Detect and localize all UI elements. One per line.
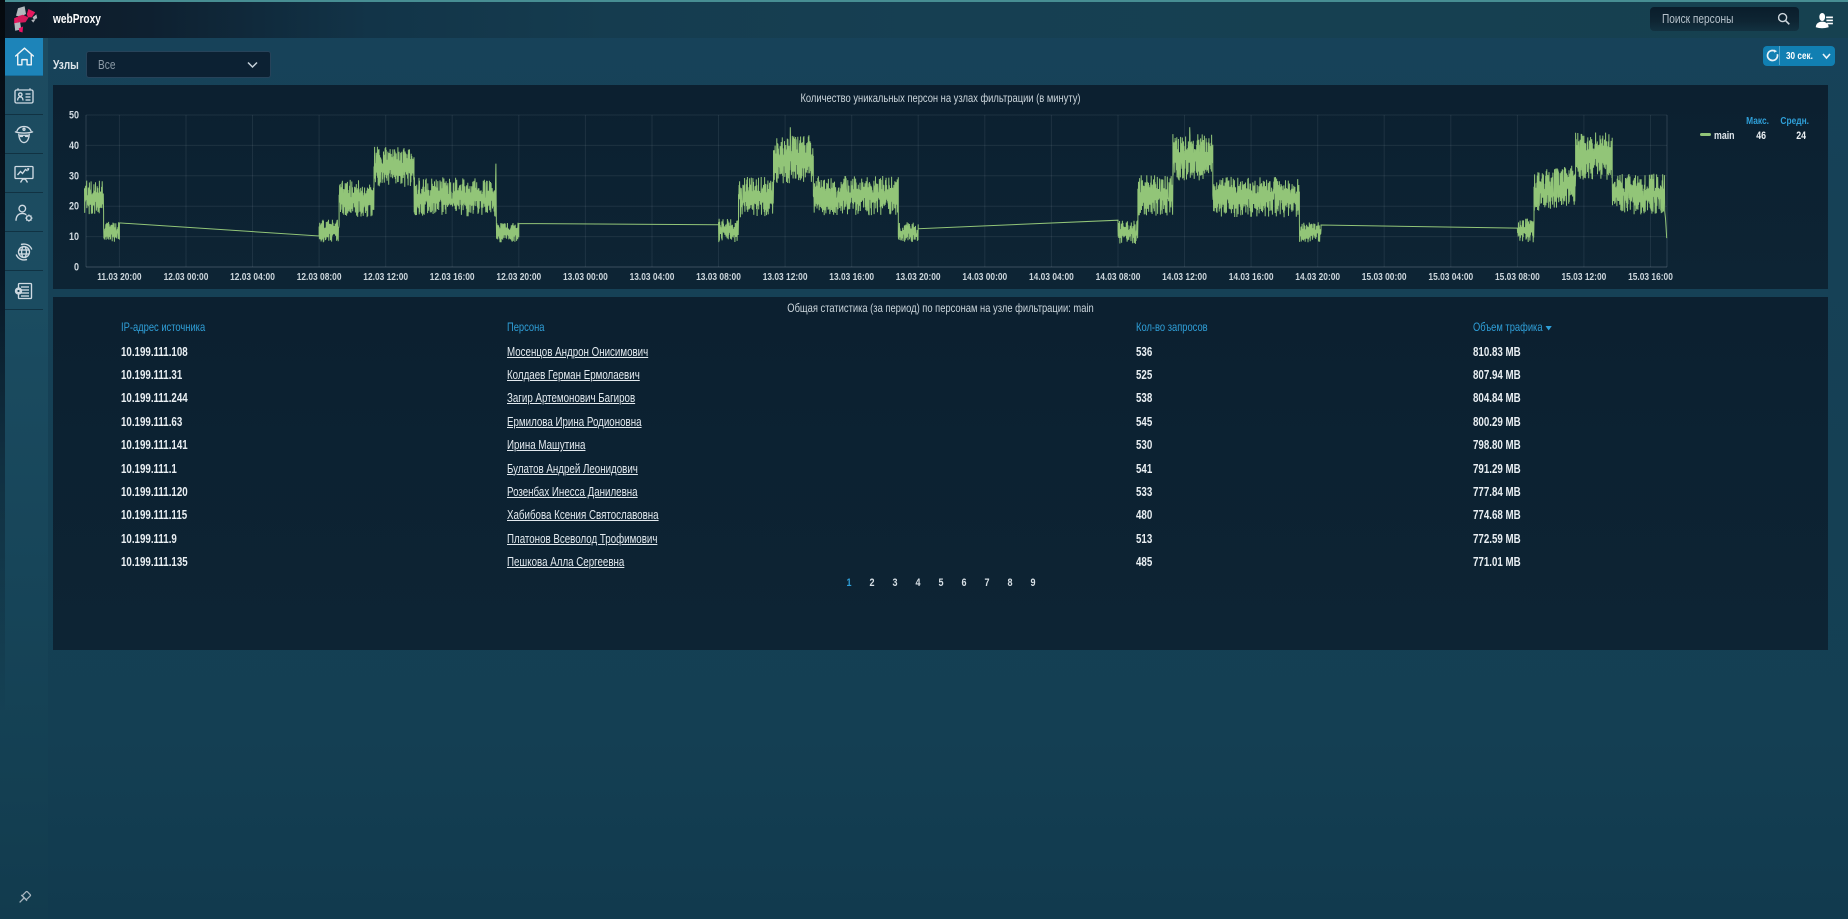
svg-text:10: 10 (69, 231, 79, 243)
svg-text:13.03 00:00: 13.03 00:00 (563, 271, 608, 283)
svg-text:14.03 00:00: 14.03 00:00 (962, 271, 1007, 283)
svg-text:15.03 12:00: 15.03 12:00 (1561, 271, 1606, 283)
svg-text:12.03 16:00: 12.03 16:00 (430, 271, 475, 283)
svg-text:14.03 12:00: 14.03 12:00 (1162, 271, 1207, 283)
svg-text:14.03 08:00: 14.03 08:00 (1096, 271, 1141, 283)
svg-text:30: 30 (69, 171, 79, 183)
svg-text:Макс.: Макс. (1746, 115, 1769, 127)
svg-text:14.03 20:00: 14.03 20:00 (1295, 271, 1340, 283)
svg-text:12.03 12:00: 12.03 12:00 (363, 271, 408, 283)
svg-text:14.03 16:00: 14.03 16:00 (1229, 271, 1274, 283)
svg-text:50: 50 (69, 110, 79, 122)
svg-text:11.03 20:00: 11.03 20:00 (97, 271, 141, 283)
svg-text:main: main (1714, 130, 1735, 142)
svg-text:15.03 16:00: 15.03 16:00 (1628, 271, 1673, 283)
svg-text:20: 20 (69, 201, 79, 213)
svg-text:13.03 04:00: 13.03 04:00 (630, 271, 675, 283)
svg-text:15.03 04:00: 15.03 04:00 (1428, 271, 1473, 283)
svg-text:15.03 08:00: 15.03 08:00 (1495, 271, 1540, 283)
svg-text:13.03 12:00: 13.03 12:00 (763, 271, 808, 283)
svg-text:14.03 04:00: 14.03 04:00 (1029, 271, 1074, 283)
svg-text:Средн.: Средн. (1780, 115, 1809, 127)
svg-text:46: 46 (1756, 130, 1766, 142)
svg-text:13.03 16:00: 13.03 16:00 (829, 271, 874, 283)
svg-text:13.03 20:00: 13.03 20:00 (896, 271, 941, 283)
svg-text:12.03 04:00: 12.03 04:00 (230, 271, 275, 283)
svg-text:12.03 00:00: 12.03 00:00 (164, 271, 209, 283)
svg-text:15.03 00:00: 15.03 00:00 (1362, 271, 1407, 283)
svg-text:12.03 08:00: 12.03 08:00 (297, 271, 342, 283)
svg-text:24: 24 (1796, 130, 1806, 142)
svg-text:12.03 20:00: 12.03 20:00 (496, 271, 541, 283)
svg-text:13.03 08:00: 13.03 08:00 (696, 271, 741, 283)
svg-text:0: 0 (74, 262, 79, 274)
svg-text:40: 40 (69, 140, 79, 152)
